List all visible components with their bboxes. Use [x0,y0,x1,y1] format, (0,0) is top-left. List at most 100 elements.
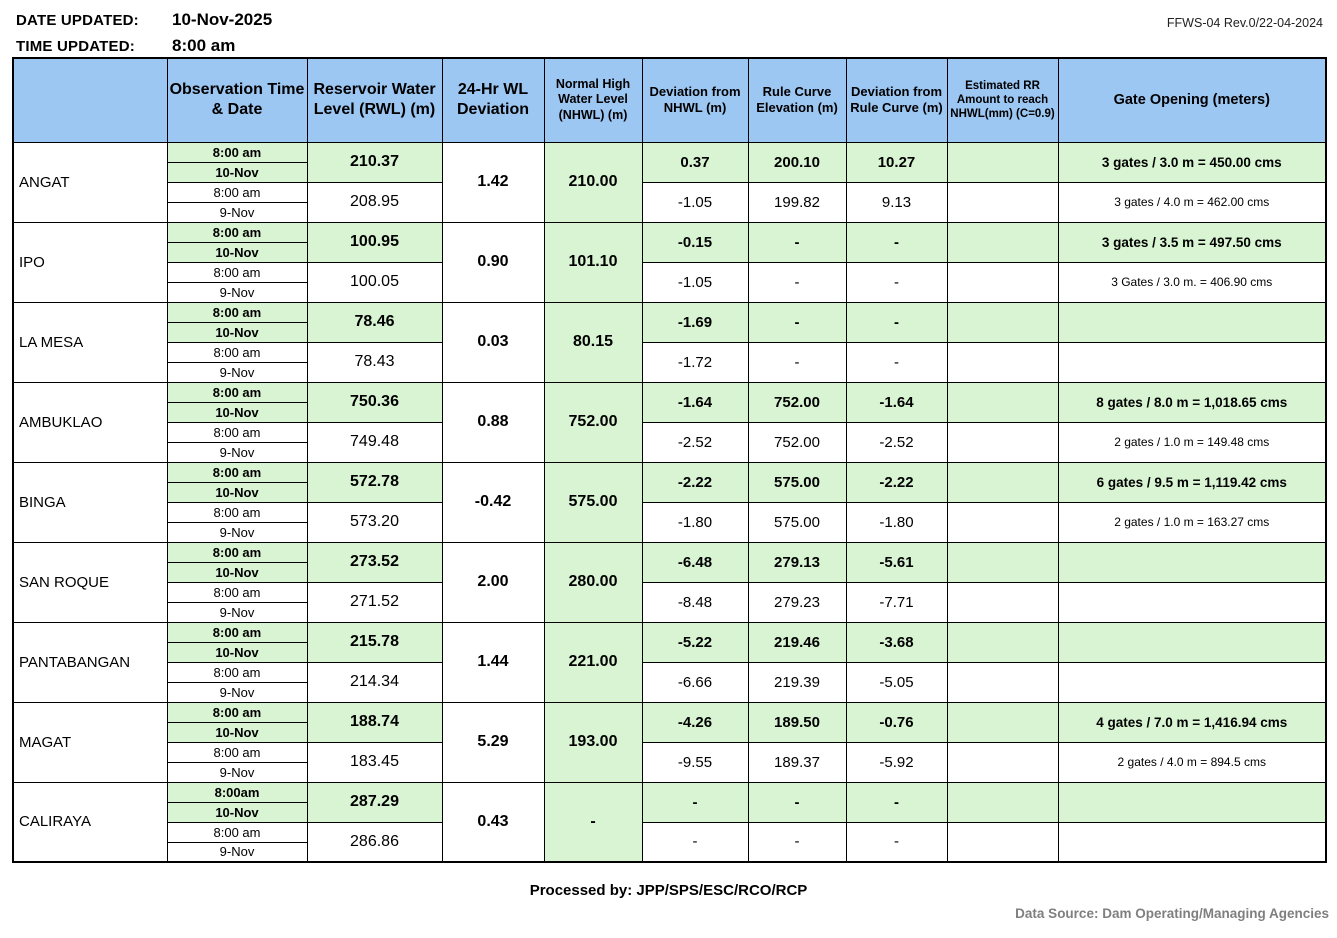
data-source: Data Source: Dam Operating/Managing Agen… [1015,906,1329,921]
obs-date-current: 10-Nov [166,641,308,663]
rwl-previous: 573.20 [306,501,443,543]
dam-row: 10-Nov [13,161,1326,183]
obs-time-current: 8:00 am [166,141,308,163]
dam-row: 8:00 am 573.20 -1.80 575.00 -1.80 2 gates / 1… [13,501,1327,543]
report-header: DATE UPDATED: 10-Nov-2025 TIME UPDATED: … [0,0,1337,57]
deviation-nhwl-current: -1.69 [641,301,749,343]
deviation-nhwl-previous: -1.05 [641,181,749,223]
rule-curve-current: 200.10 [747,141,847,183]
deviation-nhwl-previous: - [641,821,749,863]
rwl-current: 210.37 [306,141,443,183]
rule-curve-previous: - [747,821,847,863]
dam-row: 10-Nov [13,641,1326,663]
gate-opening-previous [1057,581,1327,623]
rule-curve-previous: 575.00 [747,501,847,543]
rule-curve-previous: - [747,261,847,303]
time-updated-row: TIME UPDATED: 8:00 am [16,36,1325,56]
rule-curve-current: 575.00 [747,461,847,503]
rule-curve-previous: 189.37 [747,741,847,783]
estimated-rr-current [946,141,1059,183]
estimated-rr-current [946,301,1059,343]
date-updated-value: 10-Nov-2025 [172,10,273,29]
deviation-nhwl-previous: -6.66 [641,661,749,703]
dam-row: IPO 8:00 am 100.95 0.90 101.10 -0.15- -3 gates… [12,221,1327,303]
obs-date-previous: 9-Nov [166,681,308,703]
gate-opening-current: 4 gates / 7.0 m = 1,416.94 cms [1057,701,1327,743]
obs-time-current: 8:00 am [166,621,308,643]
gate-opening-previous: 3 Gates / 3.0 m. = 406.90 cms [1057,261,1327,303]
col-header-rule-curve: Rule Curve Elevation (m) [747,57,847,143]
obs-date-current: 10-Nov [166,801,308,823]
dam-row: 8:00 am 78.43 -1.72- - [13,341,1327,383]
estimated-rr-current [946,221,1059,263]
deviation-rule-curve-previous: - [845,341,948,383]
deviation-nhwl-current: -2.22 [641,461,749,503]
deviation-rule-curve-previous: 9.13 [845,181,948,223]
col-header-24hr-deviation: 24-Hr WL Deviation [441,57,545,143]
dam-name: LA MESA [12,301,168,383]
gate-opening-previous [1057,821,1327,863]
gate-opening-current [1057,541,1327,583]
nhwl-value: 221.00 [543,621,643,703]
deviation-nhwl-current: - [641,781,749,823]
obs-date-current: 10-Nov [166,161,308,183]
estimated-rr-current [946,461,1059,503]
col-header-gate-opening: Gate Opening (meters) [1057,57,1327,143]
form-reference: FFWS-04 Rev.0/22-04-2024 [1166,16,1323,30]
nhwl-value: 752.00 [543,381,643,463]
dam-row: 8:00 am 749.48 -2.52 752.00 -2.52 2 gates / 1… [13,421,1327,463]
gate-opening-current: 3 gates / 3.5 m = 497.50 cms [1057,221,1327,263]
dam-row: 8:00 am 214.34 -6.66 219.39 -5.05 [13,661,1327,703]
obs-time-current: 8:00 am [166,381,308,403]
dam-row: 10-Nov [13,481,1326,503]
obs-time-previous: 8:00 am [166,341,308,363]
obs-date-previous: 9-Nov [166,441,308,463]
obs-time-current: 8:00 am [166,461,308,483]
rule-curve-current: - [747,301,847,343]
deviation-rule-curve-previous: -5.05 [845,661,948,703]
rule-curve-previous: 199.82 [747,181,847,223]
estimated-rr-previous [946,261,1059,303]
deviation-nhwl-previous: -1.80 [641,501,749,543]
dam-row: 9-Nov [13,521,1326,543]
deviation-rule-curve-current: -2.22 [845,461,948,503]
dam-table-body: ANGAT 8:00 am 210.37 1.42 210.00 0.37 200.10 10… [12,141,1327,863]
date-updated-row: DATE UPDATED: 10-Nov-2025 [16,10,1325,30]
wl-deviation-24hr: 0.03 [441,301,545,383]
dam-row: 8:00 am 183.45 -9.55 189.37 -5.92 2 gates / 4… [13,741,1327,783]
wl-deviation-24hr: 5.29 [441,701,545,783]
rwl-previous: 208.95 [306,181,443,223]
rule-curve-current: - [747,781,847,823]
deviation-nhwl-current: -5.22 [641,621,749,663]
wl-deviation-24hr: -0.42 [441,461,545,543]
gate-opening-previous [1057,341,1327,383]
gate-opening-previous [1057,661,1327,703]
processed-by: Processed by: JPP/SPS/ESC/RCO/RCP [529,882,808,899]
dam-row: BINGA 8:00 am 572.78 -0.42 575.00 -2.22 575.00… [12,461,1327,543]
col-header-estimated-rr: Estimated RR Amount to reach NHWL(mm) (C… [946,57,1059,143]
rule-curve-current: 219.46 [747,621,847,663]
nhwl-value: 80.15 [543,301,643,383]
estimated-rr-previous [946,821,1059,863]
deviation-rule-curve-current: -1.64 [845,381,948,423]
dam-row: ANGAT 8:00 am 210.37 1.42 210.00 0.37 200.10 10… [12,141,1327,223]
deviation-rule-curve-previous: -2.52 [845,421,948,463]
time-updated-label: TIME UPDATED: [16,38,135,55]
deviation-rule-curve-current: 10.27 [845,141,948,183]
col-header-dam [12,57,168,143]
estimated-rr-current [946,381,1059,423]
gate-opening-current [1057,301,1327,343]
dam-name: IPO [12,221,168,303]
dam-name: MAGAT [12,701,168,783]
rwl-current: 215.78 [306,621,443,663]
deviation-rule-curve-current: - [845,301,948,343]
gate-opening-previous: 3 gates / 4.0 m = 462.00 cms [1057,181,1327,223]
rwl-previous: 286.86 [306,821,443,863]
rule-curve-current: 279.13 [747,541,847,583]
rwl-previous: 749.48 [306,421,443,463]
col-header-observation: Observation Time & Date [166,57,308,143]
obs-date-previous: 9-Nov [166,521,308,543]
obs-date-current: 10-Nov [166,401,308,423]
obs-date-previous: 9-Nov [166,761,308,783]
obs-date-current: 10-Nov [166,321,308,343]
